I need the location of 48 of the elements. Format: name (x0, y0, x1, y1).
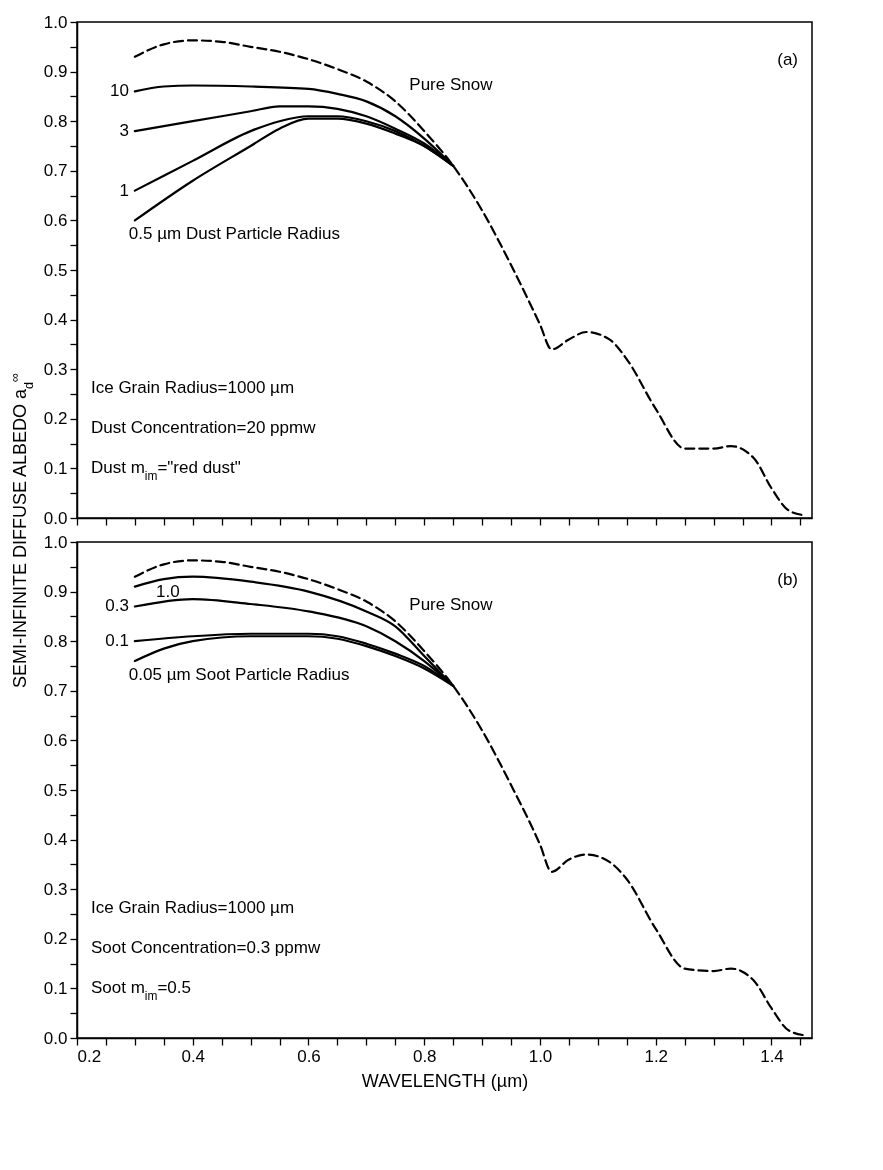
y-tick-label: 0.1 (43, 978, 68, 998)
annotation: Dust m$_{im}$="red dust" (91, 458, 241, 483)
y-tick-label: 1.0 (43, 532, 68, 552)
y-tick-label: 0.7 (43, 681, 68, 701)
series-label: 1.0 (155, 582, 180, 602)
y-tick-label: 0.9 (43, 62, 68, 82)
x-tick-label: 1.2 (644, 1046, 669, 1066)
y-tick-label: 0.1 (43, 458, 68, 478)
annotation: Soot m$_{im}$=0.5 (91, 978, 191, 1003)
x-tick-label: 1.0 (528, 1046, 553, 1066)
series-label: 0.3 (105, 596, 129, 616)
annotation: (b) (777, 570, 798, 589)
y-tick-label: 0.5 (43, 780, 68, 800)
y-tick-label: 0.4 (43, 830, 68, 850)
series-label: Pure Snow (409, 595, 494, 615)
annotation: Dust Concentration=20 ppmw (91, 418, 317, 437)
y-tick-label: 0.9 (43, 582, 68, 602)
series-label: 0.5 µm Dust Particle Radius (128, 224, 340, 244)
series-label: 3 (119, 121, 129, 141)
x-tick-label: 0.8 (412, 1046, 437, 1066)
y-tick-label: 0.2 (43, 409, 68, 429)
annotation: Ice Grain Radius=1000 µm (91, 378, 295, 397)
y-tick-label: 0.3 (43, 359, 68, 379)
y-tick-label: 0.4 (43, 310, 68, 330)
series-label: 1 (119, 180, 129, 200)
x-tick-label: 0.2 (77, 1046, 102, 1066)
x-tick-label: 0.6 (297, 1046, 321, 1066)
y-tick-label: 1.0 (43, 12, 68, 32)
x-tick-label: 0.4 (181, 1046, 206, 1066)
y-tick-label: 0.6 (43, 730, 68, 750)
series-label: 10 (109, 81, 129, 101)
y-tick-label: 0.6 (43, 210, 68, 230)
y-tick-label: 0.7 (43, 161, 68, 181)
y-tick-label: 0.2 (43, 929, 68, 949)
y-tick-label: 0.0 (43, 1028, 68, 1048)
y-tick-label: 0.8 (43, 631, 68, 651)
y-tick-label: 0.0 (43, 508, 68, 528)
y-tick-label: 0.5 (43, 260, 68, 280)
x-tick-label: 1.4 (760, 1046, 784, 1066)
series-label: 0.1 (105, 631, 129, 651)
annotation: Soot Concentration=0.3 ppmw (91, 938, 321, 957)
series-label: 0.05 µm Soot Particle Radius (128, 665, 350, 685)
y-tick-label: 0.8 (43, 111, 68, 131)
annotation: Ice Grain Radius=1000 µm (91, 898, 295, 917)
annotation: (a) (777, 50, 798, 69)
y-tick-label: 0.3 (43, 879, 68, 899)
x-axis-title: WAVELENGTH (µm) (361, 1070, 529, 1091)
series-label: Pure Snow (409, 75, 494, 95)
